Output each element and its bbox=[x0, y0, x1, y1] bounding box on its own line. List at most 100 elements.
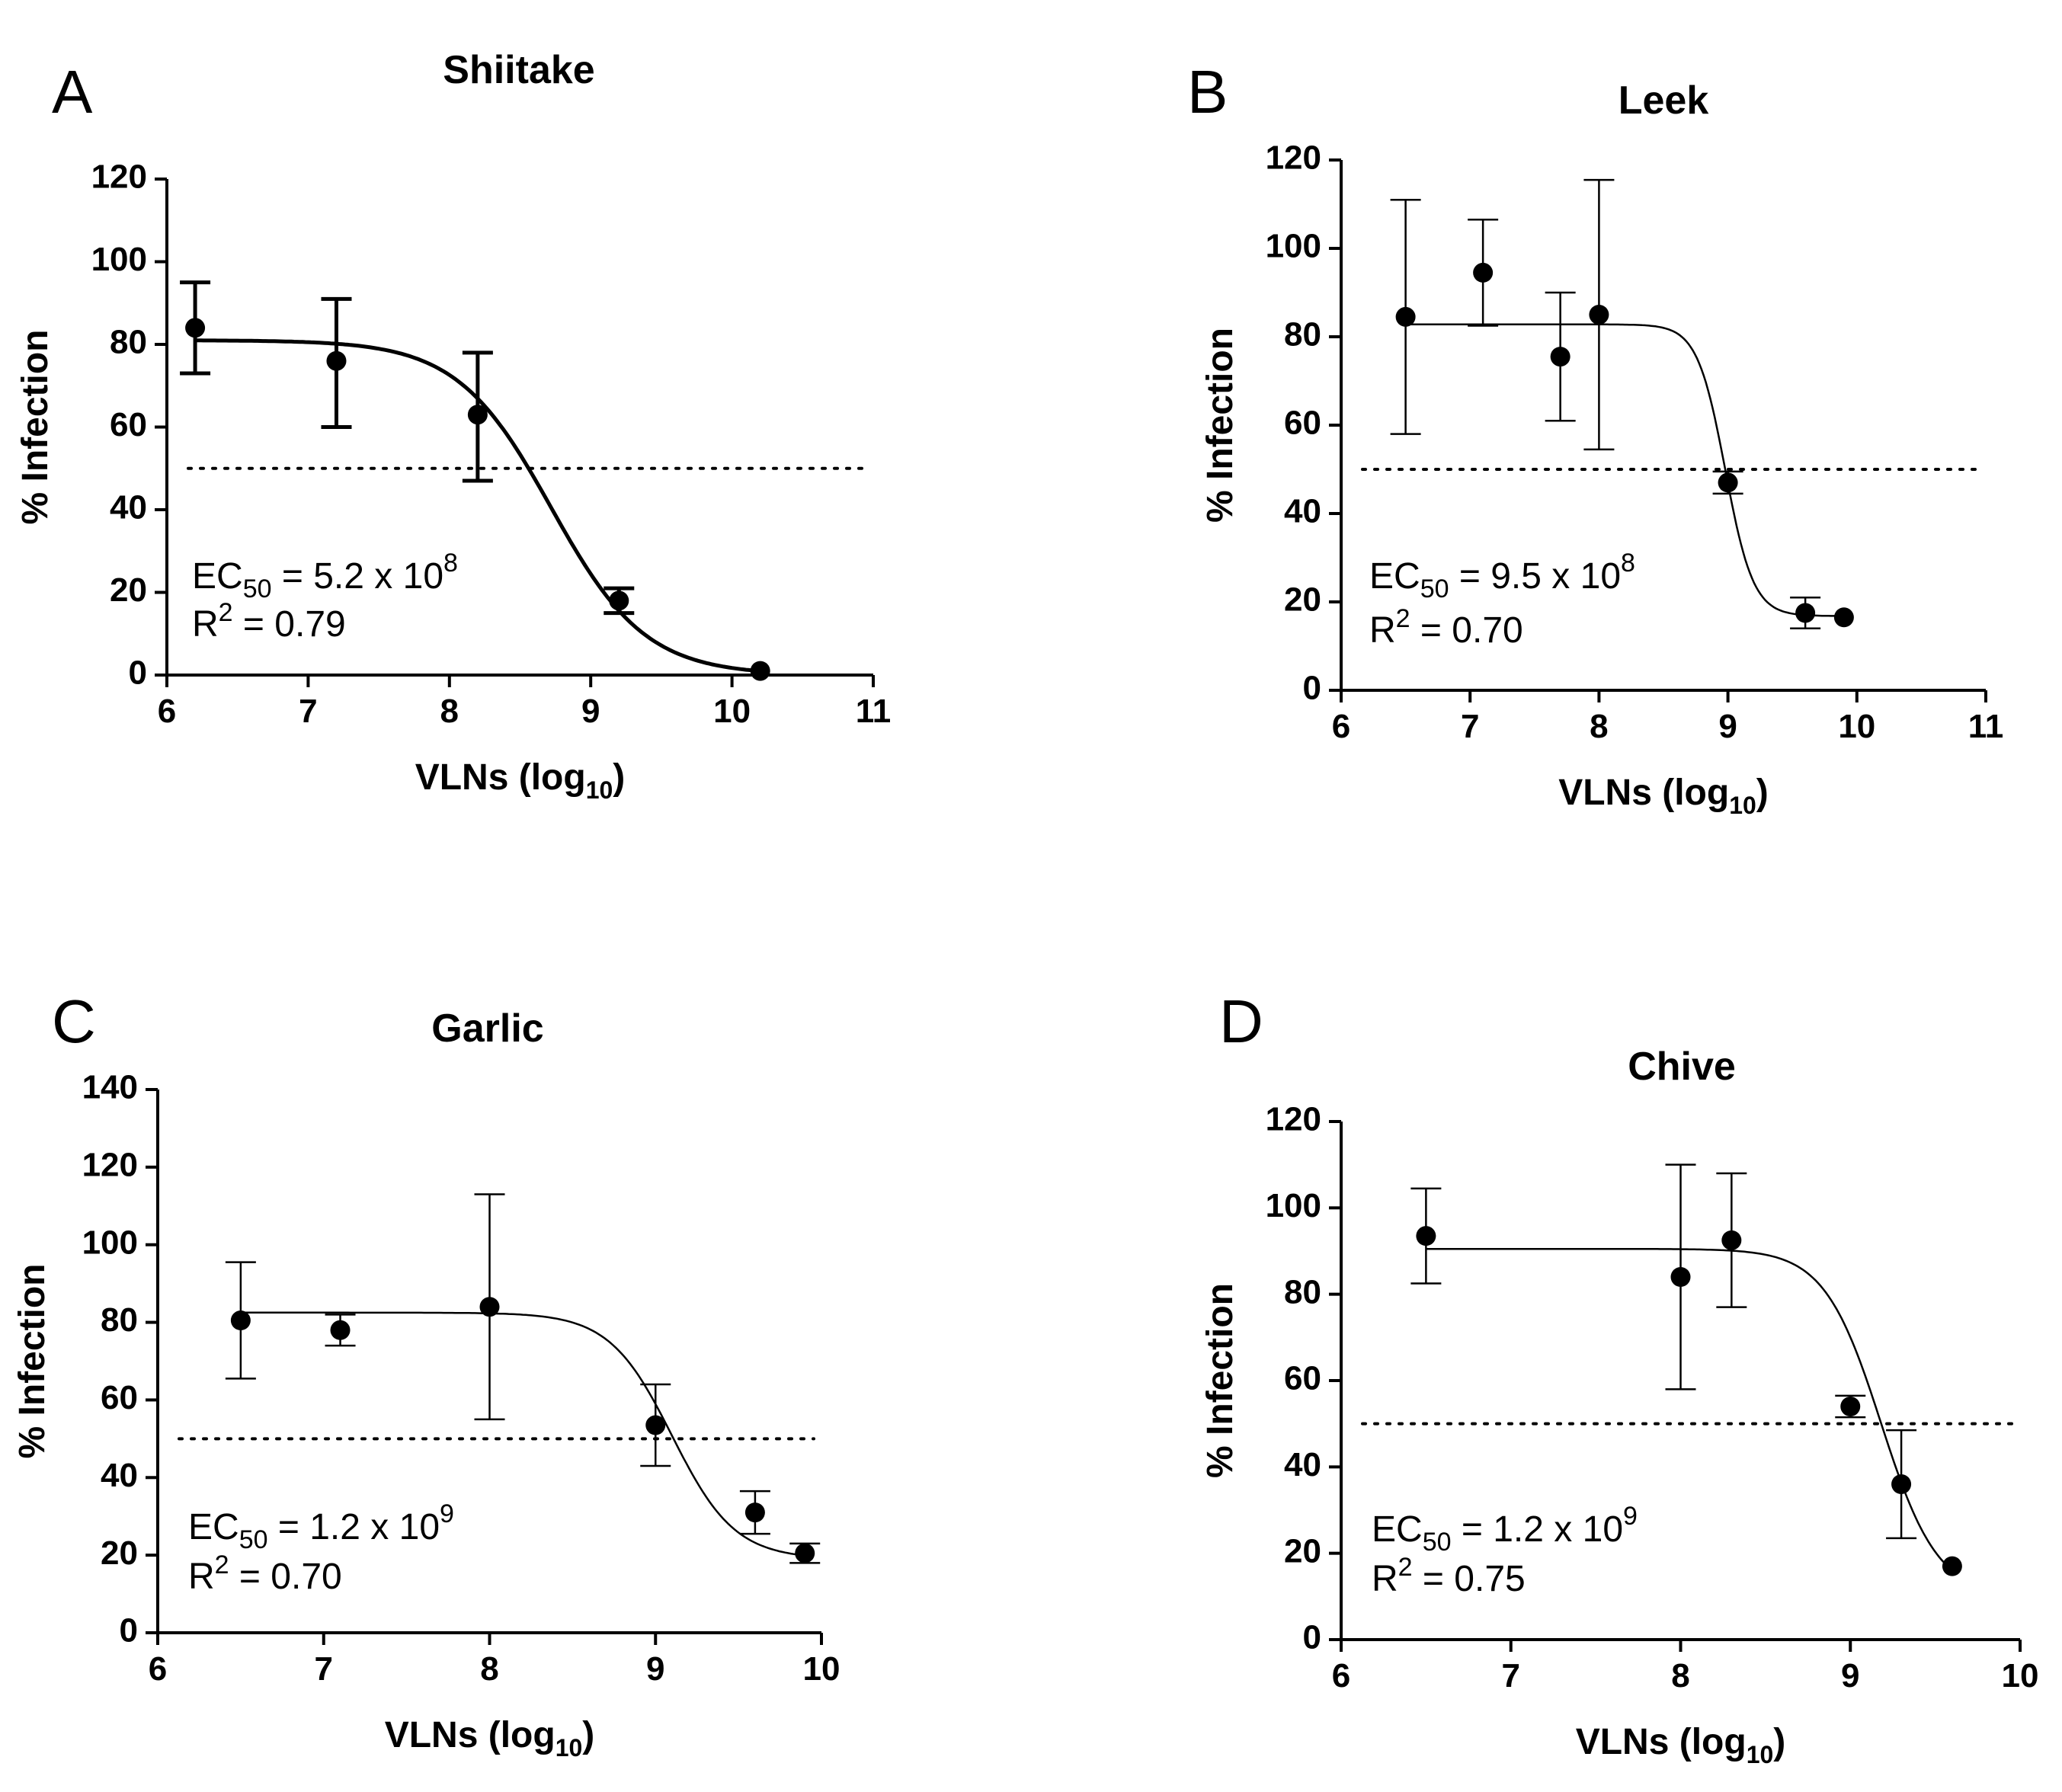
y-tick-label: 60 bbox=[1284, 1360, 1321, 1397]
data-point bbox=[1942, 1556, 1962, 1576]
x-tick-label: 8 bbox=[440, 693, 459, 730]
panel-letter: B bbox=[1187, 58, 1228, 126]
panel-title: Leek bbox=[1619, 78, 1709, 123]
panel-letter: C bbox=[52, 987, 96, 1055]
x-tick-label: 8 bbox=[480, 1650, 498, 1688]
data-point bbox=[230, 1310, 251, 1331]
x-tick-label: 7 bbox=[1502, 1657, 1520, 1694]
data-point bbox=[750, 661, 770, 681]
x-tick-label: 11 bbox=[1968, 708, 2004, 745]
y-tick-label: 20 bbox=[110, 571, 147, 609]
data-point bbox=[795, 1543, 815, 1563]
y-tick-label: 80 bbox=[110, 324, 147, 361]
y-tick-label: 120 bbox=[1266, 139, 1321, 177]
data-point bbox=[645, 1415, 666, 1435]
ec50-annotation: EC50 = 9.5 x 108 bbox=[1369, 549, 1635, 603]
panel-title: Shiitake bbox=[443, 48, 594, 92]
data-point bbox=[609, 590, 629, 611]
panel-d-chive: D Chive 0 20 40 60 80 100 120 6 7 8 9 10 VLNs (log10)%… bbox=[1200, 987, 2038, 1768]
x-tick-label: 9 bbox=[1718, 708, 1737, 745]
fit-curve bbox=[1426, 1247, 1953, 1572]
ec50-annotation: EC50 = 1.2 x 109 bbox=[188, 1499, 454, 1554]
x-tick-label: 10 bbox=[1838, 708, 1875, 745]
data-point bbox=[479, 1297, 500, 1317]
x-tick-label: 6 bbox=[158, 693, 176, 730]
data-point bbox=[1550, 347, 1571, 367]
x-tick-label: 9 bbox=[646, 1650, 664, 1688]
data-point bbox=[330, 1320, 351, 1340]
panel-title: Chive bbox=[1628, 1045, 1736, 1089]
x-axis-title: VLNs (log10) bbox=[1558, 773, 1769, 819]
y-tick-label: 0 bbox=[1303, 670, 1321, 707]
x-tick-label: 7 bbox=[1461, 708, 1479, 745]
r2-annotation: R2 = 0.70 bbox=[188, 1550, 342, 1597]
y-tick-label: 80 bbox=[1284, 1273, 1321, 1310]
r2-annotation: R2 = 0.79 bbox=[192, 598, 346, 645]
data-point bbox=[1473, 262, 1494, 283]
x-axis-title: VLNs (log10) bbox=[1576, 1722, 1786, 1768]
y-tick-label: 120 bbox=[82, 1146, 138, 1183]
y-tick-label: 60 bbox=[101, 1379, 138, 1416]
y-tick-label: 60 bbox=[110, 406, 147, 443]
x-tick-label: 6 bbox=[1332, 708, 1350, 745]
x-axis-title: VLNs (log10) bbox=[415, 757, 626, 804]
data-point bbox=[185, 318, 206, 338]
data-point bbox=[1721, 1230, 1742, 1250]
r2-annotation: R2 = 0.70 bbox=[1369, 604, 1523, 651]
x-tick-label: 8 bbox=[1590, 708, 1608, 745]
panel-letter: D bbox=[1219, 987, 1263, 1055]
data-point bbox=[1589, 305, 1609, 325]
x-tick-label: 7 bbox=[315, 1650, 333, 1688]
y-tick-label: 40 bbox=[1284, 1446, 1321, 1483]
panel-b-leek: B Leek 0 20 40 60 80 100 120 6 7 8 9 10 11 VLNs (log10)… bbox=[1187, 58, 2003, 819]
r2-annotation: R2 = 0.75 bbox=[1372, 1553, 1526, 1599]
data-point bbox=[1891, 1474, 1912, 1494]
y-tick-label: 0 bbox=[1303, 1619, 1321, 1656]
data-point bbox=[744, 1502, 765, 1523]
x-tick-label: 6 bbox=[1332, 1657, 1350, 1694]
data-point bbox=[1395, 306, 1416, 327]
y-tick-label: 100 bbox=[1266, 228, 1321, 265]
y-tick-label: 0 bbox=[120, 1612, 138, 1650]
x-tick-label: 9 bbox=[1841, 1657, 1859, 1694]
y-tick-label: 60 bbox=[1284, 405, 1321, 442]
ec50-annotation: EC50 = 5.2 x 108 bbox=[192, 549, 458, 603]
panel-a-shiitake: A Shiitake 0 20 40 60 80 100 120 6 7 8 9 10 11 VLNs (lo… bbox=[15, 48, 891, 804]
y-tick-label: 120 bbox=[91, 158, 147, 196]
data-point bbox=[1718, 472, 1738, 493]
y-tick-label: 20 bbox=[1284, 1532, 1321, 1570]
data-point bbox=[326, 350, 347, 371]
panel-letter: A bbox=[52, 58, 93, 126]
y-axis-title: % Infection bbox=[1200, 1283, 1241, 1478]
y-tick-label: 100 bbox=[91, 241, 147, 278]
y-tick-label: 80 bbox=[101, 1301, 138, 1339]
y-axis-title: % Infection bbox=[1200, 328, 1241, 523]
y-tick-label: 100 bbox=[1266, 1187, 1321, 1224]
y-tick-label: 40 bbox=[101, 1457, 138, 1494]
y-tick-label: 100 bbox=[82, 1224, 138, 1261]
x-tick-label: 7 bbox=[299, 693, 317, 730]
y-axis-title: % Infection bbox=[12, 1263, 53, 1458]
data-point bbox=[1416, 1226, 1436, 1246]
data-point bbox=[1795, 603, 1816, 623]
y-axis-title: % Infection bbox=[15, 329, 56, 524]
data-point bbox=[467, 405, 488, 425]
panel-title: Garlic bbox=[431, 1006, 543, 1051]
ec50-annotation: EC50 = 1.2 x 109 bbox=[1372, 1502, 1638, 1557]
fit-curve bbox=[240, 1311, 805, 1557]
y-tick-label: 20 bbox=[101, 1534, 138, 1572]
x-tick-label: 9 bbox=[581, 693, 600, 730]
fit-curve bbox=[1405, 323, 1844, 617]
y-tick-label: 0 bbox=[129, 654, 147, 692]
panel-c-garlic: C Garlic 0 20 40 60 80 100 120 140 6 7 8 9 10 VLNs (log… bbox=[12, 987, 840, 1762]
x-tick-label: 10 bbox=[803, 1650, 840, 1688]
data-point bbox=[1833, 607, 1854, 628]
x-axis-title: VLNs (log10) bbox=[385, 1715, 595, 1762]
y-tick-label: 40 bbox=[1284, 493, 1321, 530]
y-tick-label: 140 bbox=[82, 1069, 138, 1106]
x-tick-label: 8 bbox=[1671, 1657, 1689, 1694]
x-tick-label: 6 bbox=[149, 1650, 167, 1688]
y-tick-label: 40 bbox=[110, 489, 147, 526]
y-tick-label: 80 bbox=[1284, 316, 1321, 354]
